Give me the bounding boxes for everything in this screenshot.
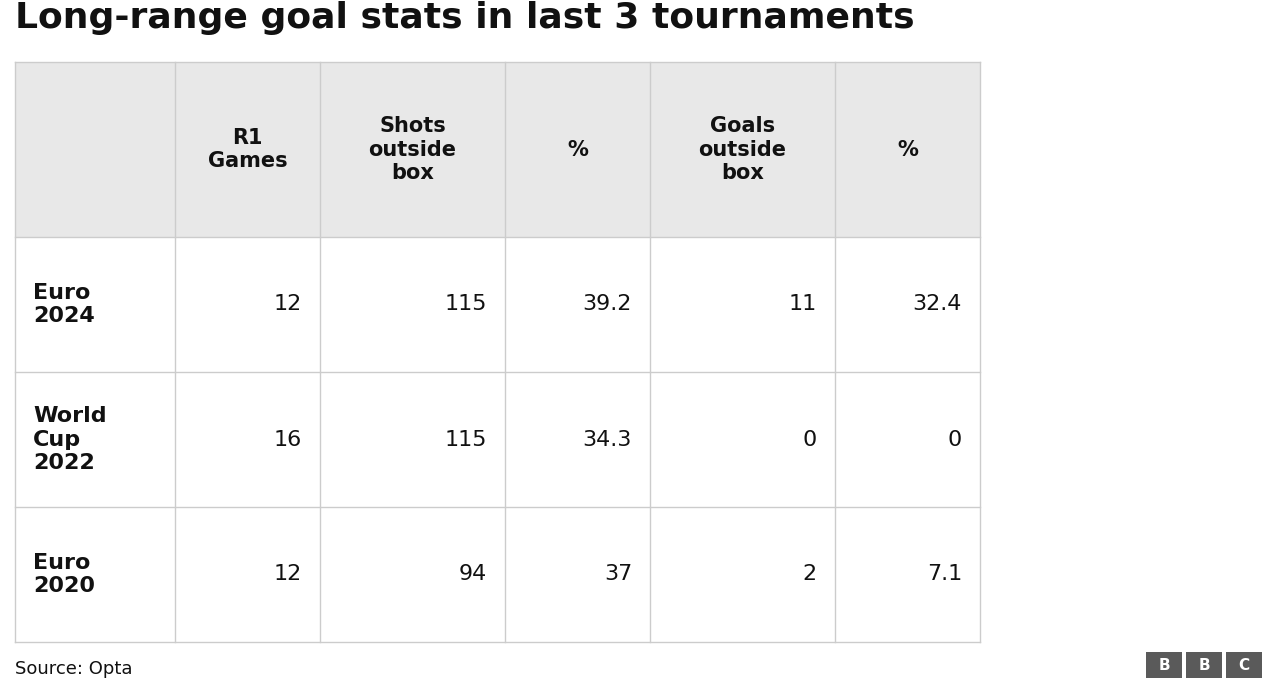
Text: %: %	[567, 139, 588, 159]
Text: 115: 115	[444, 429, 486, 450]
Text: R1
Games: R1 Games	[207, 128, 287, 171]
Text: %: %	[897, 139, 918, 159]
Text: World
Cup
2022: World Cup 2022	[33, 406, 106, 473]
Bar	[15, 507, 980, 642]
Text: 115: 115	[444, 294, 486, 315]
Bar	[15, 372, 980, 507]
Text: Shots
outside
box: Shots outside box	[369, 116, 457, 183]
Bar	[1146, 652, 1181, 678]
Text: 11: 11	[788, 294, 817, 315]
Text: 16: 16	[274, 429, 302, 450]
Text: 34.3: 34.3	[582, 429, 632, 450]
Text: 0: 0	[803, 429, 817, 450]
Text: 37: 37	[604, 564, 632, 585]
Text: Goals
outside
box: Goals outside box	[699, 116, 786, 183]
Bar	[15, 62, 980, 237]
Text: 32.4: 32.4	[913, 294, 963, 315]
Text: 12: 12	[274, 294, 302, 315]
Text: B: B	[1158, 658, 1170, 672]
Bar	[1226, 652, 1262, 678]
Text: 39.2: 39.2	[582, 294, 632, 315]
Text: 12: 12	[274, 564, 302, 585]
Text: Euro
2024: Euro 2024	[33, 283, 95, 326]
Text: 0: 0	[947, 429, 963, 450]
Text: 2: 2	[803, 564, 817, 585]
Text: Source: Opta: Source: Opta	[15, 660, 133, 678]
Text: Long-range goal stats in last 3 tournaments: Long-range goal stats in last 3 tourname…	[15, 1, 915, 35]
Bar	[15, 237, 980, 372]
Text: C: C	[1239, 658, 1249, 672]
Text: B: B	[1198, 658, 1210, 672]
Text: Euro
2020: Euro 2020	[33, 553, 95, 596]
Text: 94: 94	[458, 564, 486, 585]
Text: 7.1: 7.1	[927, 564, 963, 585]
Bar	[1187, 652, 1222, 678]
